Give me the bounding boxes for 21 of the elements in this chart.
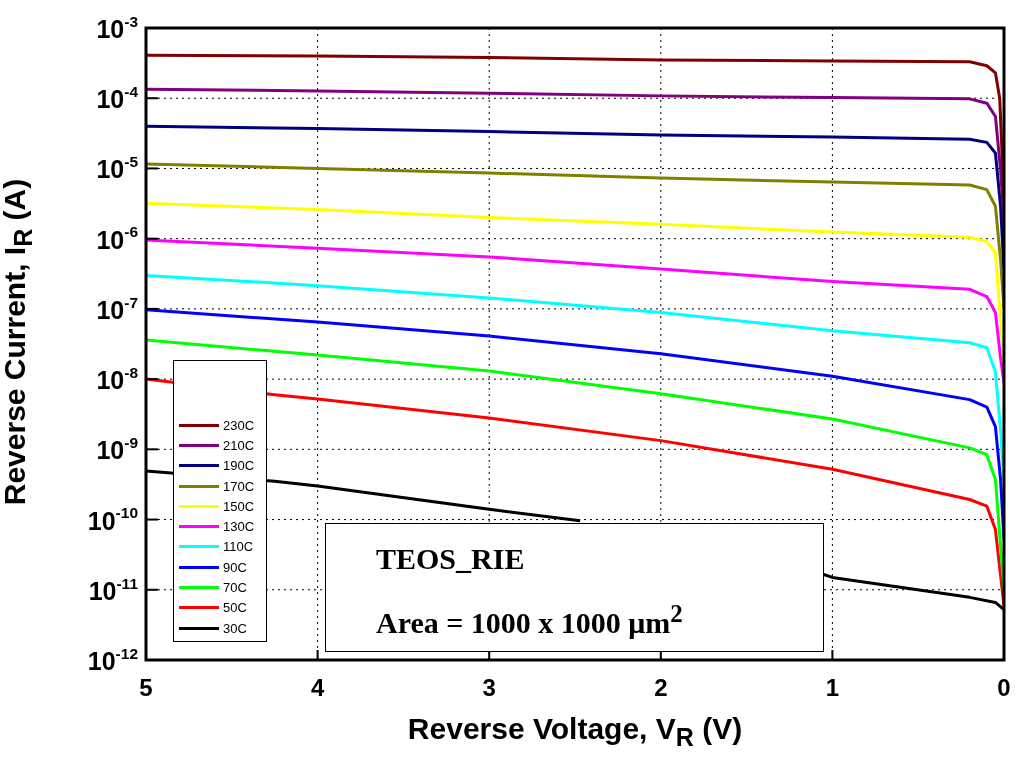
legend-label: 150C: [223, 498, 255, 514]
x-tick-label: 0: [997, 674, 1011, 701]
legend-label: 70C: [223, 580, 247, 596]
legend-label: 190C: [223, 458, 255, 474]
legend-label: 30C: [223, 620, 247, 636]
x-tick-label: 2: [654, 674, 668, 701]
x-tick-label: 3: [482, 674, 496, 701]
legend-label: 90C: [223, 559, 247, 575]
note-box: TEOS_RIE Area = 1000 x 1000 μm$^{2}$: [325, 523, 824, 652]
legend-label: 110C: [223, 539, 254, 555]
legend-label: 50C: [223, 600, 247, 616]
legend-label: 210C: [223, 437, 255, 453]
legend-label: 130C: [223, 519, 255, 535]
legend-label: 170C: [223, 478, 255, 494]
x-tick-label: 4: [310, 674, 325, 701]
x-axis-title: Reverse Voltage, V$_{R}$ (V): [406, 712, 744, 752]
annotation: TEOS_RIE: [376, 542, 525, 576]
annotation: Area = 1000 x 1000 μm$^{2}$: [376, 600, 683, 640]
x-tick-label: 5: [139, 674, 153, 701]
x-tick-label: 1: [825, 674, 840, 701]
legend-label: 230C: [223, 417, 255, 433]
